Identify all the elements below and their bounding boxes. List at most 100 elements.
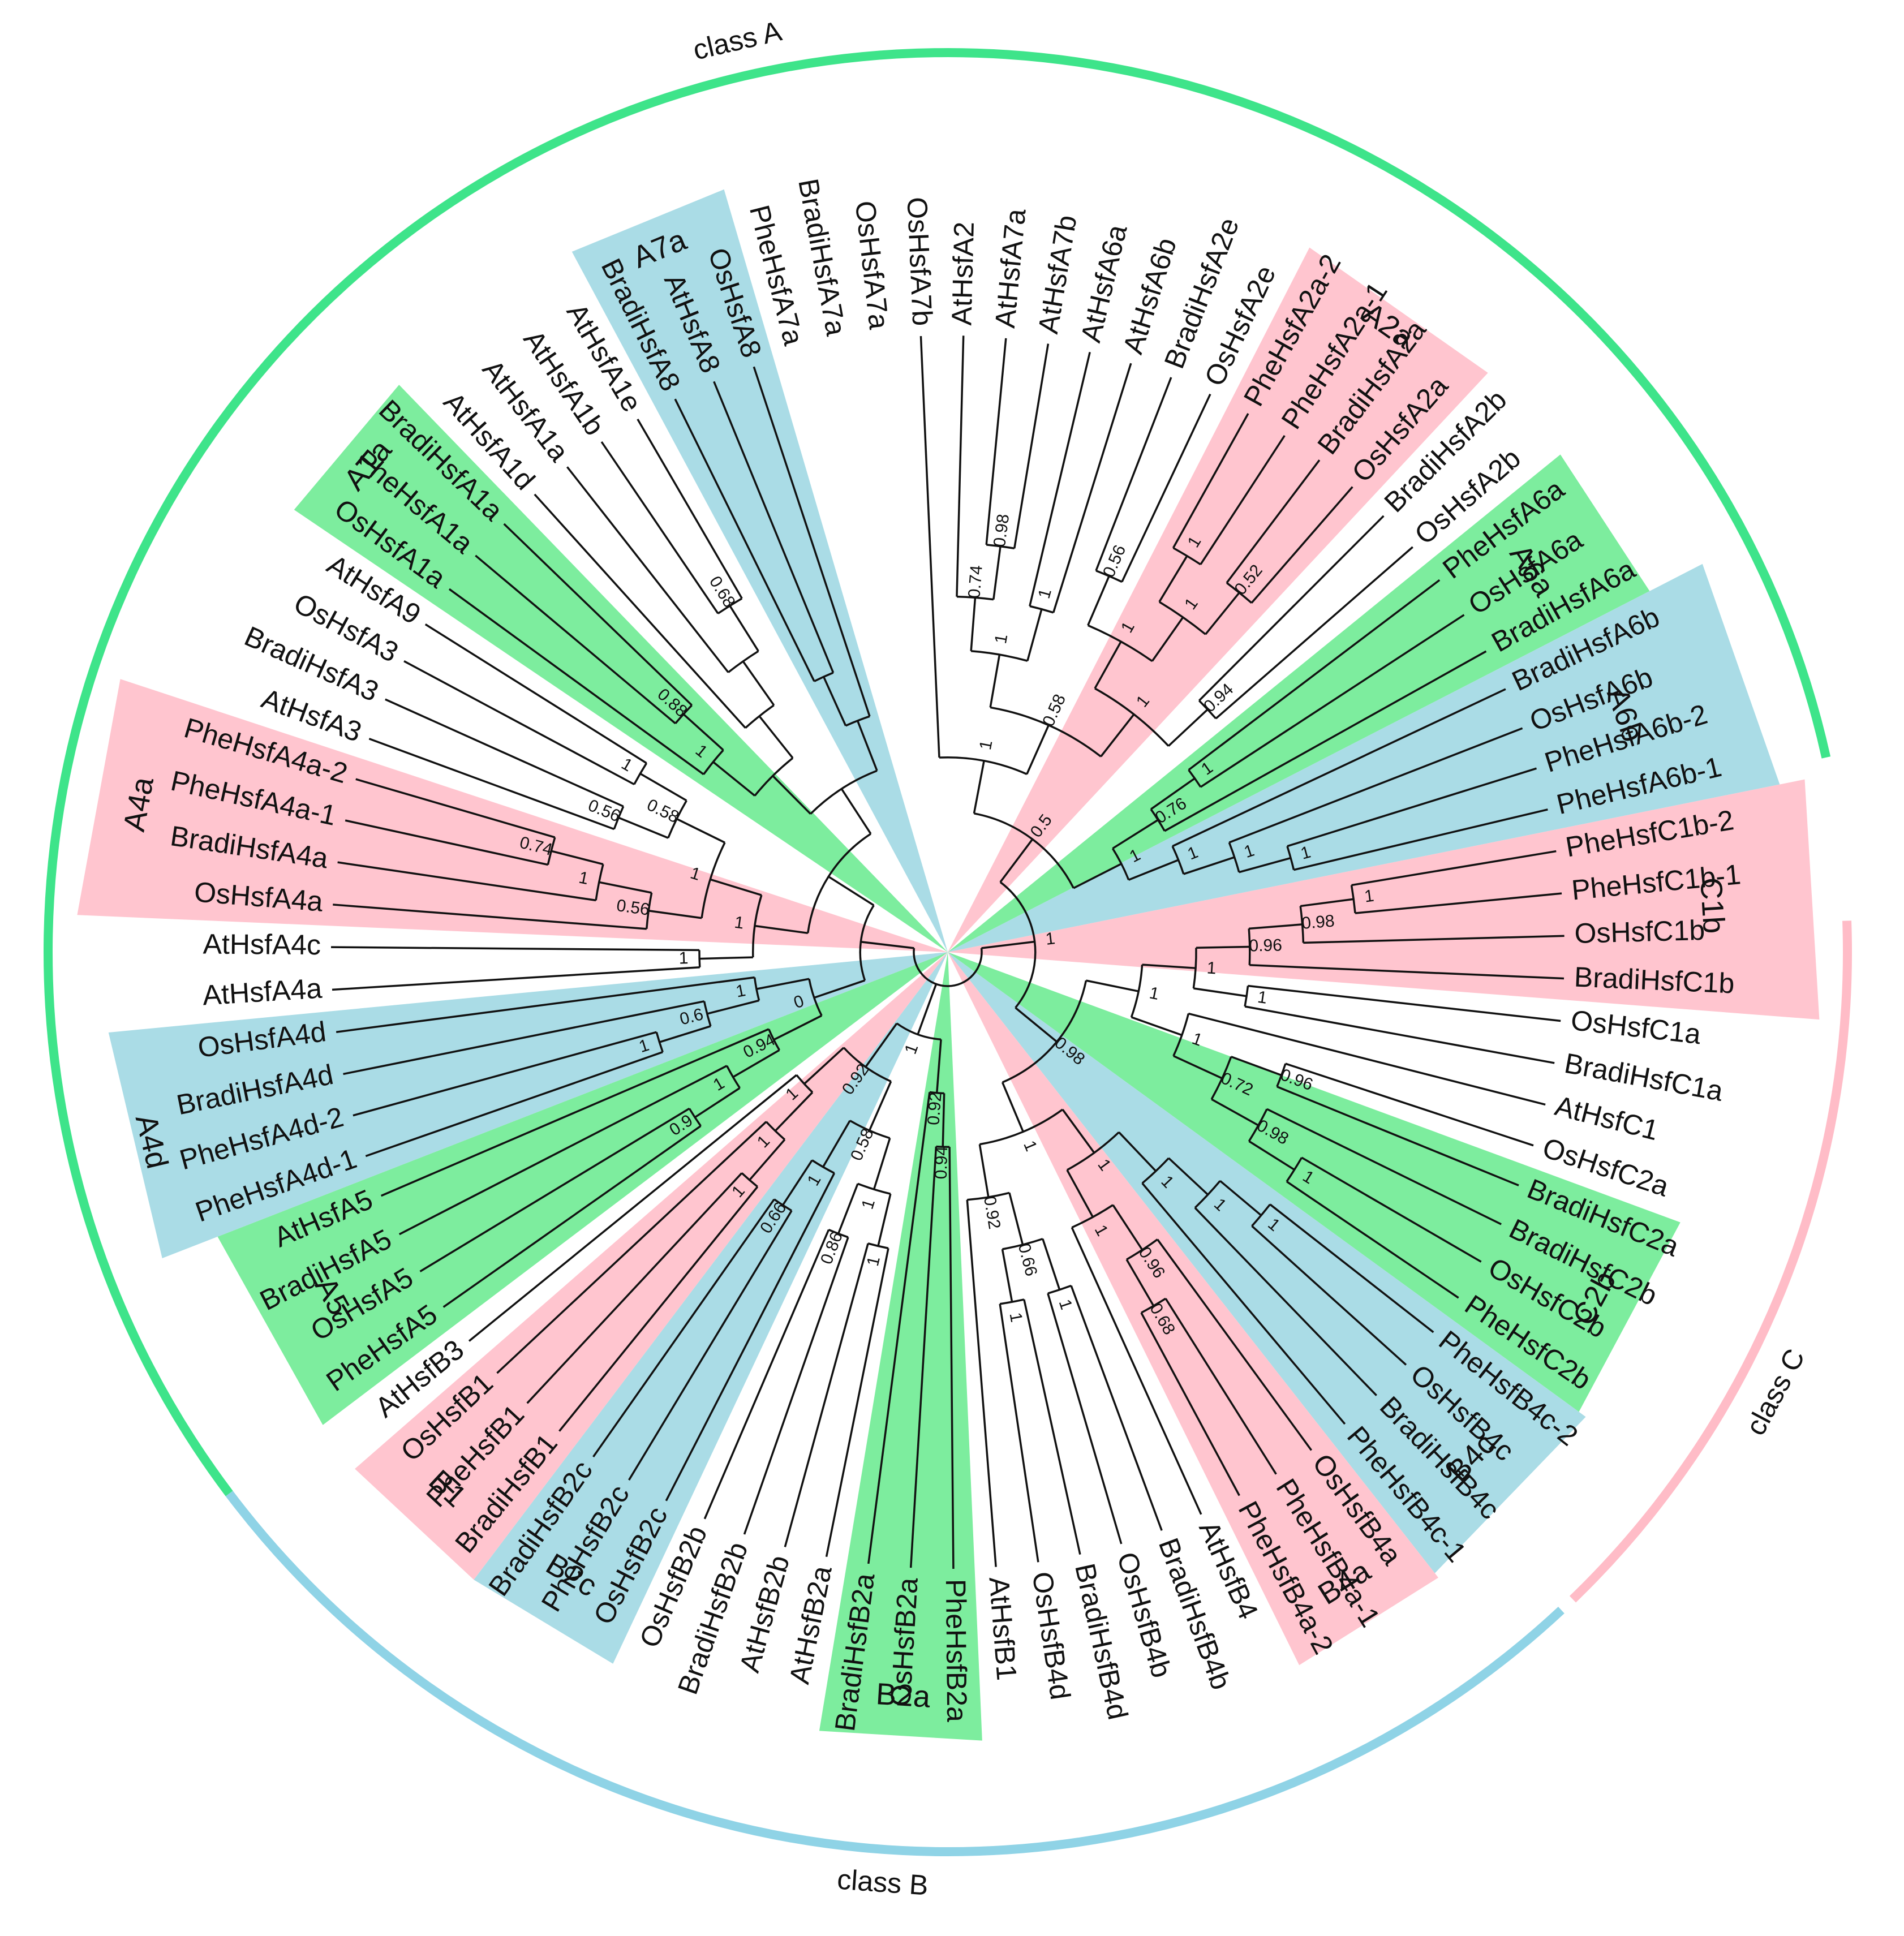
branch (1248, 984, 1561, 1022)
support-value: 1 (976, 739, 996, 752)
branch-arc (1171, 845, 1185, 875)
branch-arc (1029, 605, 1054, 614)
branch (380, 1028, 770, 1197)
wedge-a1a (294, 385, 948, 952)
branch (753, 366, 871, 717)
branch (442, 1125, 702, 1308)
branch (365, 1051, 663, 1158)
branch (828, 875, 875, 906)
branch-arc (867, 1242, 889, 1250)
wedge-a4a (77, 679, 948, 952)
class-a-arc (44, 48, 1831, 1496)
branch (868, 1081, 892, 1131)
leaf-label: OsHsfC1a (1569, 1004, 1703, 1050)
branch (403, 660, 635, 785)
branch (856, 720, 878, 771)
leaf-label: AtHsfB1 (983, 1576, 1022, 1681)
branch (919, 335, 940, 758)
support-value: 1 (991, 633, 1011, 645)
branch (989, 654, 1001, 708)
branch (558, 1186, 759, 1432)
branch (822, 1120, 851, 1168)
branch (1073, 863, 1122, 889)
branch (837, 1183, 859, 1234)
branch (355, 778, 556, 838)
support-value: 1 (901, 1042, 922, 1057)
branch-arc (595, 864, 604, 901)
branch (600, 441, 719, 614)
branch (639, 772, 687, 802)
branch (1188, 579, 1441, 771)
branch (551, 850, 604, 866)
branch (1198, 515, 1385, 702)
branch (825, 1248, 889, 1558)
branch (749, 1139, 786, 1181)
subfamily-label-b2a: B2a (875, 1677, 931, 1714)
wedge-a6b (948, 563, 1780, 952)
branch (756, 978, 810, 990)
branch-arc (728, 650, 759, 673)
branch (703, 1229, 830, 1520)
wedge-a5 (217, 952, 948, 1425)
branch (978, 1144, 990, 1198)
branch (758, 715, 794, 759)
branch-arc (768, 1029, 780, 1051)
branch (648, 910, 702, 919)
branch (1205, 592, 1240, 635)
branch (1013, 343, 1050, 549)
support-value: 1 (1148, 983, 1161, 1004)
class-b-arc (225, 1491, 1565, 1856)
branch (999, 1303, 1039, 1563)
branch (1193, 987, 1247, 997)
branch (419, 1107, 690, 1272)
branch (823, 676, 847, 726)
wedge-b1 (355, 952, 948, 1580)
branch (1286, 1181, 1459, 1299)
support-value: 1 (1055, 1297, 1076, 1312)
branch (1094, 641, 1122, 689)
branch-arc (703, 1001, 712, 1027)
leaf-label: AtHsfA7b (1032, 213, 1083, 336)
branch (1164, 650, 1487, 832)
branch (468, 1074, 797, 1342)
subfamily-label-c1b: C1b (1694, 876, 1731, 935)
wedge-b4a (948, 952, 1439, 1666)
branch (1172, 688, 1506, 847)
branch (754, 924, 809, 935)
branch-arc (1198, 700, 1217, 720)
branch (1196, 945, 1250, 949)
wedge-b4c (948, 952, 1586, 1573)
branch-arc (796, 1074, 814, 1093)
branch (1269, 1203, 1434, 1333)
branch (773, 1014, 822, 1041)
branch (618, 816, 669, 839)
branch-arc (814, 672, 834, 682)
branch (385, 698, 624, 807)
leaf-label: AtHsfA4c (203, 928, 321, 961)
branch (1112, 1204, 1144, 1251)
branch (526, 1172, 743, 1404)
support-value: 1 (733, 913, 745, 933)
support-value: 0.94 (932, 1146, 951, 1180)
support-value: 0.56 (616, 896, 651, 919)
branch (665, 1172, 836, 1502)
branch (707, 999, 759, 1015)
branch (1239, 857, 1291, 874)
branch (1158, 555, 1188, 603)
leaf-label: OsHsfB4d (1026, 1569, 1077, 1702)
support-value: 1 (1363, 887, 1375, 906)
support-value: 0.74 (965, 565, 986, 599)
support-value: 1 (1005, 1311, 1025, 1323)
branch (1173, 1055, 1223, 1079)
branch (1211, 1098, 1259, 1126)
subfamily-wedges (77, 189, 1820, 1741)
branch-arc (752, 894, 763, 958)
leaf-label: BradiHsfC1b (1574, 961, 1735, 1000)
branch (861, 941, 914, 949)
branch (333, 904, 647, 930)
branch (566, 466, 729, 673)
branch (1008, 1192, 1024, 1245)
branch (1226, 459, 1321, 584)
branch (637, 418, 743, 599)
branch (1355, 892, 1562, 914)
